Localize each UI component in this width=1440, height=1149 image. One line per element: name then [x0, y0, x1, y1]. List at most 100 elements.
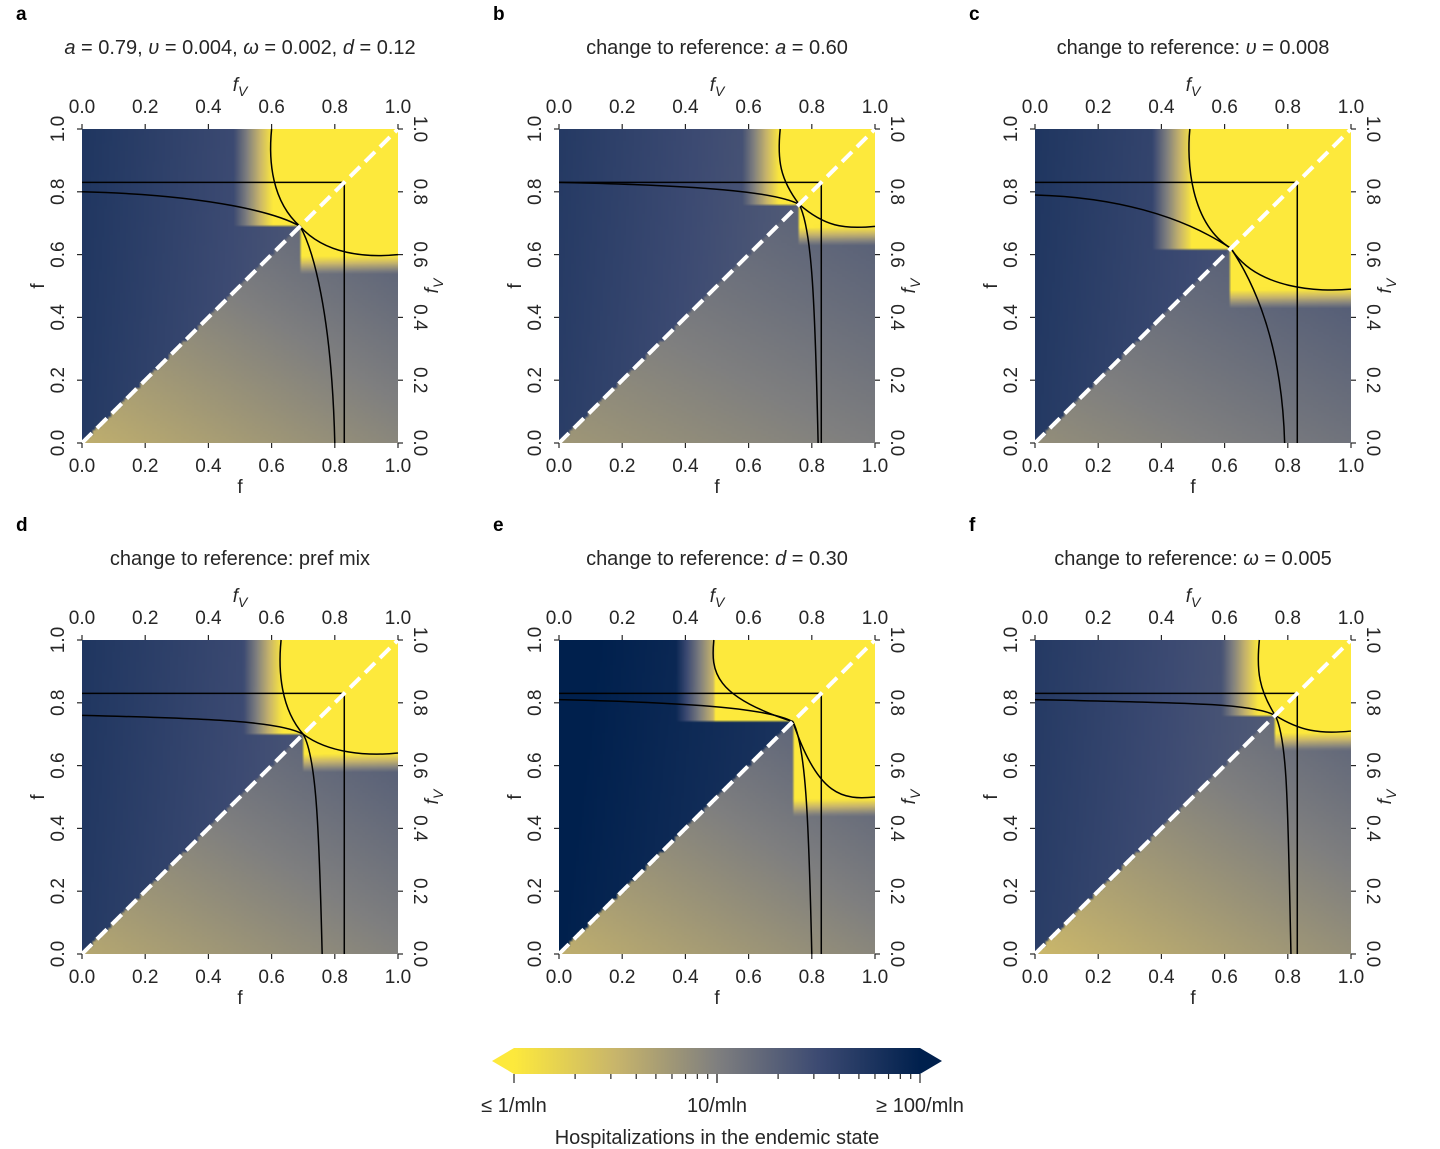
yellow-boundary-upper	[1257, 639, 1276, 716]
y-axis-label-right: fV	[899, 788, 923, 804]
x-tick-label-top: 0.8	[1275, 608, 1301, 629]
diagonal-line	[557, 638, 877, 956]
x-tick-label-bottom: 1.0	[385, 456, 411, 477]
panel-title: change to reference: ω = 0.005	[1054, 548, 1331, 570]
colorbar-tick-label: ≥ 100/mln	[876, 1095, 964, 1117]
x-tick-label-top: 0.2	[132, 97, 158, 118]
y-tick-label-left: 0.0	[1001, 941, 1022, 967]
x-tick-label-top: 0.8	[322, 608, 348, 629]
y-tick-label-right: 0.6	[1362, 241, 1383, 267]
x-tick-label-top: 0.4	[672, 608, 699, 629]
y-tick-label-right: 1.0	[1362, 627, 1383, 653]
y-tick-label-left: 0.8	[48, 690, 69, 716]
y-axis-label-left: f	[505, 794, 526, 800]
y-tick-label-left: 0.2	[1001, 367, 1022, 393]
x-tick-label-top: 1.0	[1338, 608, 1364, 629]
x-tick-label-bottom: 0.2	[1085, 967, 1111, 988]
diagonal-line	[80, 127, 400, 445]
y-tick-label-right: 1.0	[1362, 116, 1383, 142]
panel-f: f change to reference: ω = 0.005 0.0 0.0 0.2…	[969, 515, 1399, 1009]
x-tick-label-bottom: 0.4	[1148, 456, 1175, 477]
x-tick-label-top: 1.0	[385, 97, 411, 118]
x-tick-label-bottom: 0.0	[69, 967, 95, 988]
x-tick-label-top: 0.0	[1022, 97, 1048, 118]
y-tick-label-right: 0.8	[1362, 690, 1383, 716]
y-tick-label-right: 0.8	[886, 179, 907, 205]
x-tick-label-bottom: 1.0	[1338, 456, 1364, 477]
y-tick-label-left: 0.6	[1001, 241, 1022, 267]
x-tick-label-top: 0.6	[735, 97, 761, 118]
contour-lower	[302, 733, 323, 955]
x-tick-label-bottom: 0.2	[132, 967, 158, 988]
x-tick-label-bottom: 0.6	[1211, 967, 1237, 988]
y-tick-label-left: 0.2	[48, 878, 69, 904]
y-axis-label-left: f	[981, 283, 1002, 289]
x-tick-label-bottom: 0.4	[672, 456, 699, 477]
y-tick-label-right: 0.8	[409, 179, 430, 205]
y-axis-label-left: f	[28, 283, 49, 289]
contour-upper	[1034, 698, 1276, 717]
x-tick-label-bottom: 0.0	[69, 456, 95, 477]
x-tick-label-top: 0.8	[322, 97, 348, 118]
x-tick-label-bottom: 0.4	[195, 967, 222, 988]
panel-letter: b	[493, 4, 505, 25]
x-tick-label-top: 1.0	[1338, 97, 1364, 118]
y-tick-label-left: 0.0	[1001, 430, 1022, 456]
y-tick-label-right: 1.0	[886, 116, 907, 142]
panel-title: change to reference: υ = 0.008	[1057, 37, 1330, 59]
x-tick-label-bottom: 0.8	[799, 456, 825, 477]
contour-upper	[558, 181, 800, 206]
x-tick-label-top: 0.2	[1085, 97, 1111, 118]
y-tick-label-right: 0.4	[886, 304, 907, 331]
x-tick-label-bottom: 0.8	[799, 967, 825, 988]
colorbar-tick-label: 10/mln	[687, 1095, 747, 1117]
x-tick-label-bottom: 0.2	[609, 967, 635, 988]
yellow-boundary-lower	[792, 721, 876, 799]
y-tick-label-left: 0.4	[1001, 815, 1022, 842]
panel-letter: c	[969, 4, 980, 25]
yellow-boundary-lower	[1230, 247, 1352, 291]
x-tick-label-bottom: 0.8	[1275, 456, 1301, 477]
x-tick-label-top: 0.0	[69, 97, 95, 118]
y-tick-label-left: 1.0	[525, 116, 546, 142]
y-tick-label-right: 0.8	[409, 690, 430, 716]
diagonal-line	[80, 638, 400, 956]
x-tick-label-top: 0.0	[1022, 608, 1048, 629]
y-tick-label-left: 0.6	[525, 241, 546, 267]
diagonal-line	[1033, 638, 1353, 956]
x-tick-label-bottom: 1.0	[862, 456, 888, 477]
panel-letter: d	[16, 515, 28, 536]
y-tick-label-right: 0.0	[886, 430, 907, 456]
y-tick-label-left: 0.4	[525, 815, 546, 842]
x-tick-label-top: 0.8	[799, 608, 825, 629]
colorbar-gradient	[514, 1048, 920, 1074]
yellow-boundary-lower	[1274, 714, 1352, 733]
x-tick-label-bottom: 1.0	[862, 967, 888, 988]
y-tick-label-left: 0.2	[525, 878, 546, 904]
y-axis-label-right: fV	[1375, 277, 1399, 293]
y-tick-label-right: 1.0	[409, 627, 430, 653]
colorbar-extend-max	[920, 1048, 942, 1074]
x-axis-label-bottom: f	[714, 988, 720, 1009]
panel-title: change to reference: a = 0.60	[586, 37, 848, 59]
y-tick-label-left: 0.6	[48, 241, 69, 267]
x-axis-label-top: fV	[710, 586, 726, 610]
x-tick-label-bottom: 0.8	[322, 456, 348, 477]
x-tick-label-top: 0.8	[1275, 97, 1301, 118]
y-tick-label-left: 1.0	[48, 116, 69, 142]
x-tick-label-top: 0.2	[609, 97, 635, 118]
x-tick-label-bottom: 0.0	[546, 456, 572, 477]
y-axis-label-right: fV	[422, 277, 446, 293]
y-tick-label-left: 1.0	[48, 627, 69, 653]
y-tick-label-right: 0.2	[1362, 878, 1383, 904]
y-tick-label-left: 0.2	[48, 367, 69, 393]
x-tick-label-bottom: 0.4	[672, 967, 699, 988]
x-axis-label-top: fV	[1186, 586, 1202, 610]
panel-letter: f	[969, 515, 976, 536]
panel-b: b change to reference: a = 0.60 0.0 0.0 0.2 0…	[493, 4, 923, 498]
x-tick-label-bottom: 0.2	[1085, 456, 1111, 477]
y-tick-label-left: 0.4	[1001, 304, 1022, 331]
x-axis-label-top: fV	[1186, 75, 1202, 99]
x-tick-label-top: 0.6	[258, 608, 284, 629]
